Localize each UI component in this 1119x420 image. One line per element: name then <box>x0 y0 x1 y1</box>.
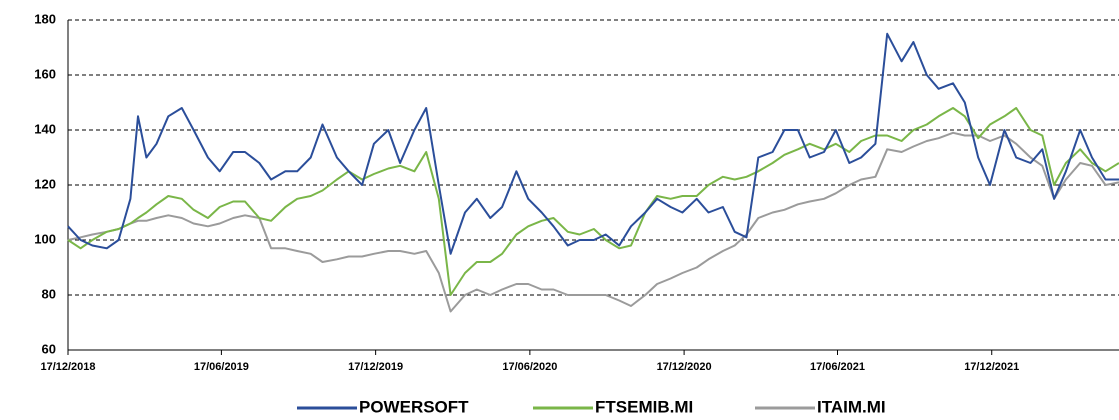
legend-label: ITAIM.MI <box>817 397 886 416</box>
x-tick-label: 17/12/2021 <box>964 361 1019 373</box>
series-line <box>67 107 1119 296</box>
y-tick-label: 80 <box>42 286 56 301</box>
x-tick-label: 17/06/2021 <box>810 361 865 373</box>
y-tick-label: 60 <box>42 341 56 356</box>
x-tick-label: 17/12/2020 <box>657 361 712 373</box>
y-tick-label: 140 <box>34 121 56 136</box>
x-tick-label: 17/06/2020 <box>502 361 557 373</box>
y-tick-label: 100 <box>34 231 56 246</box>
x-tick-label: 17/12/2018 <box>40 361 95 373</box>
y-tick-label: 120 <box>34 176 56 191</box>
y-tick-label: 160 <box>34 66 56 81</box>
x-tick-label: 17/12/2019 <box>348 361 403 373</box>
legend-label: POWERSOFT <box>359 397 469 416</box>
series-line <box>67 131 1119 313</box>
legend-label: FTSEMIB.MI <box>595 397 693 416</box>
x-tick-label: 17/06/2019 <box>194 361 249 373</box>
series-line <box>67 32 1119 255</box>
y-tick-label: 180 <box>34 11 56 26</box>
